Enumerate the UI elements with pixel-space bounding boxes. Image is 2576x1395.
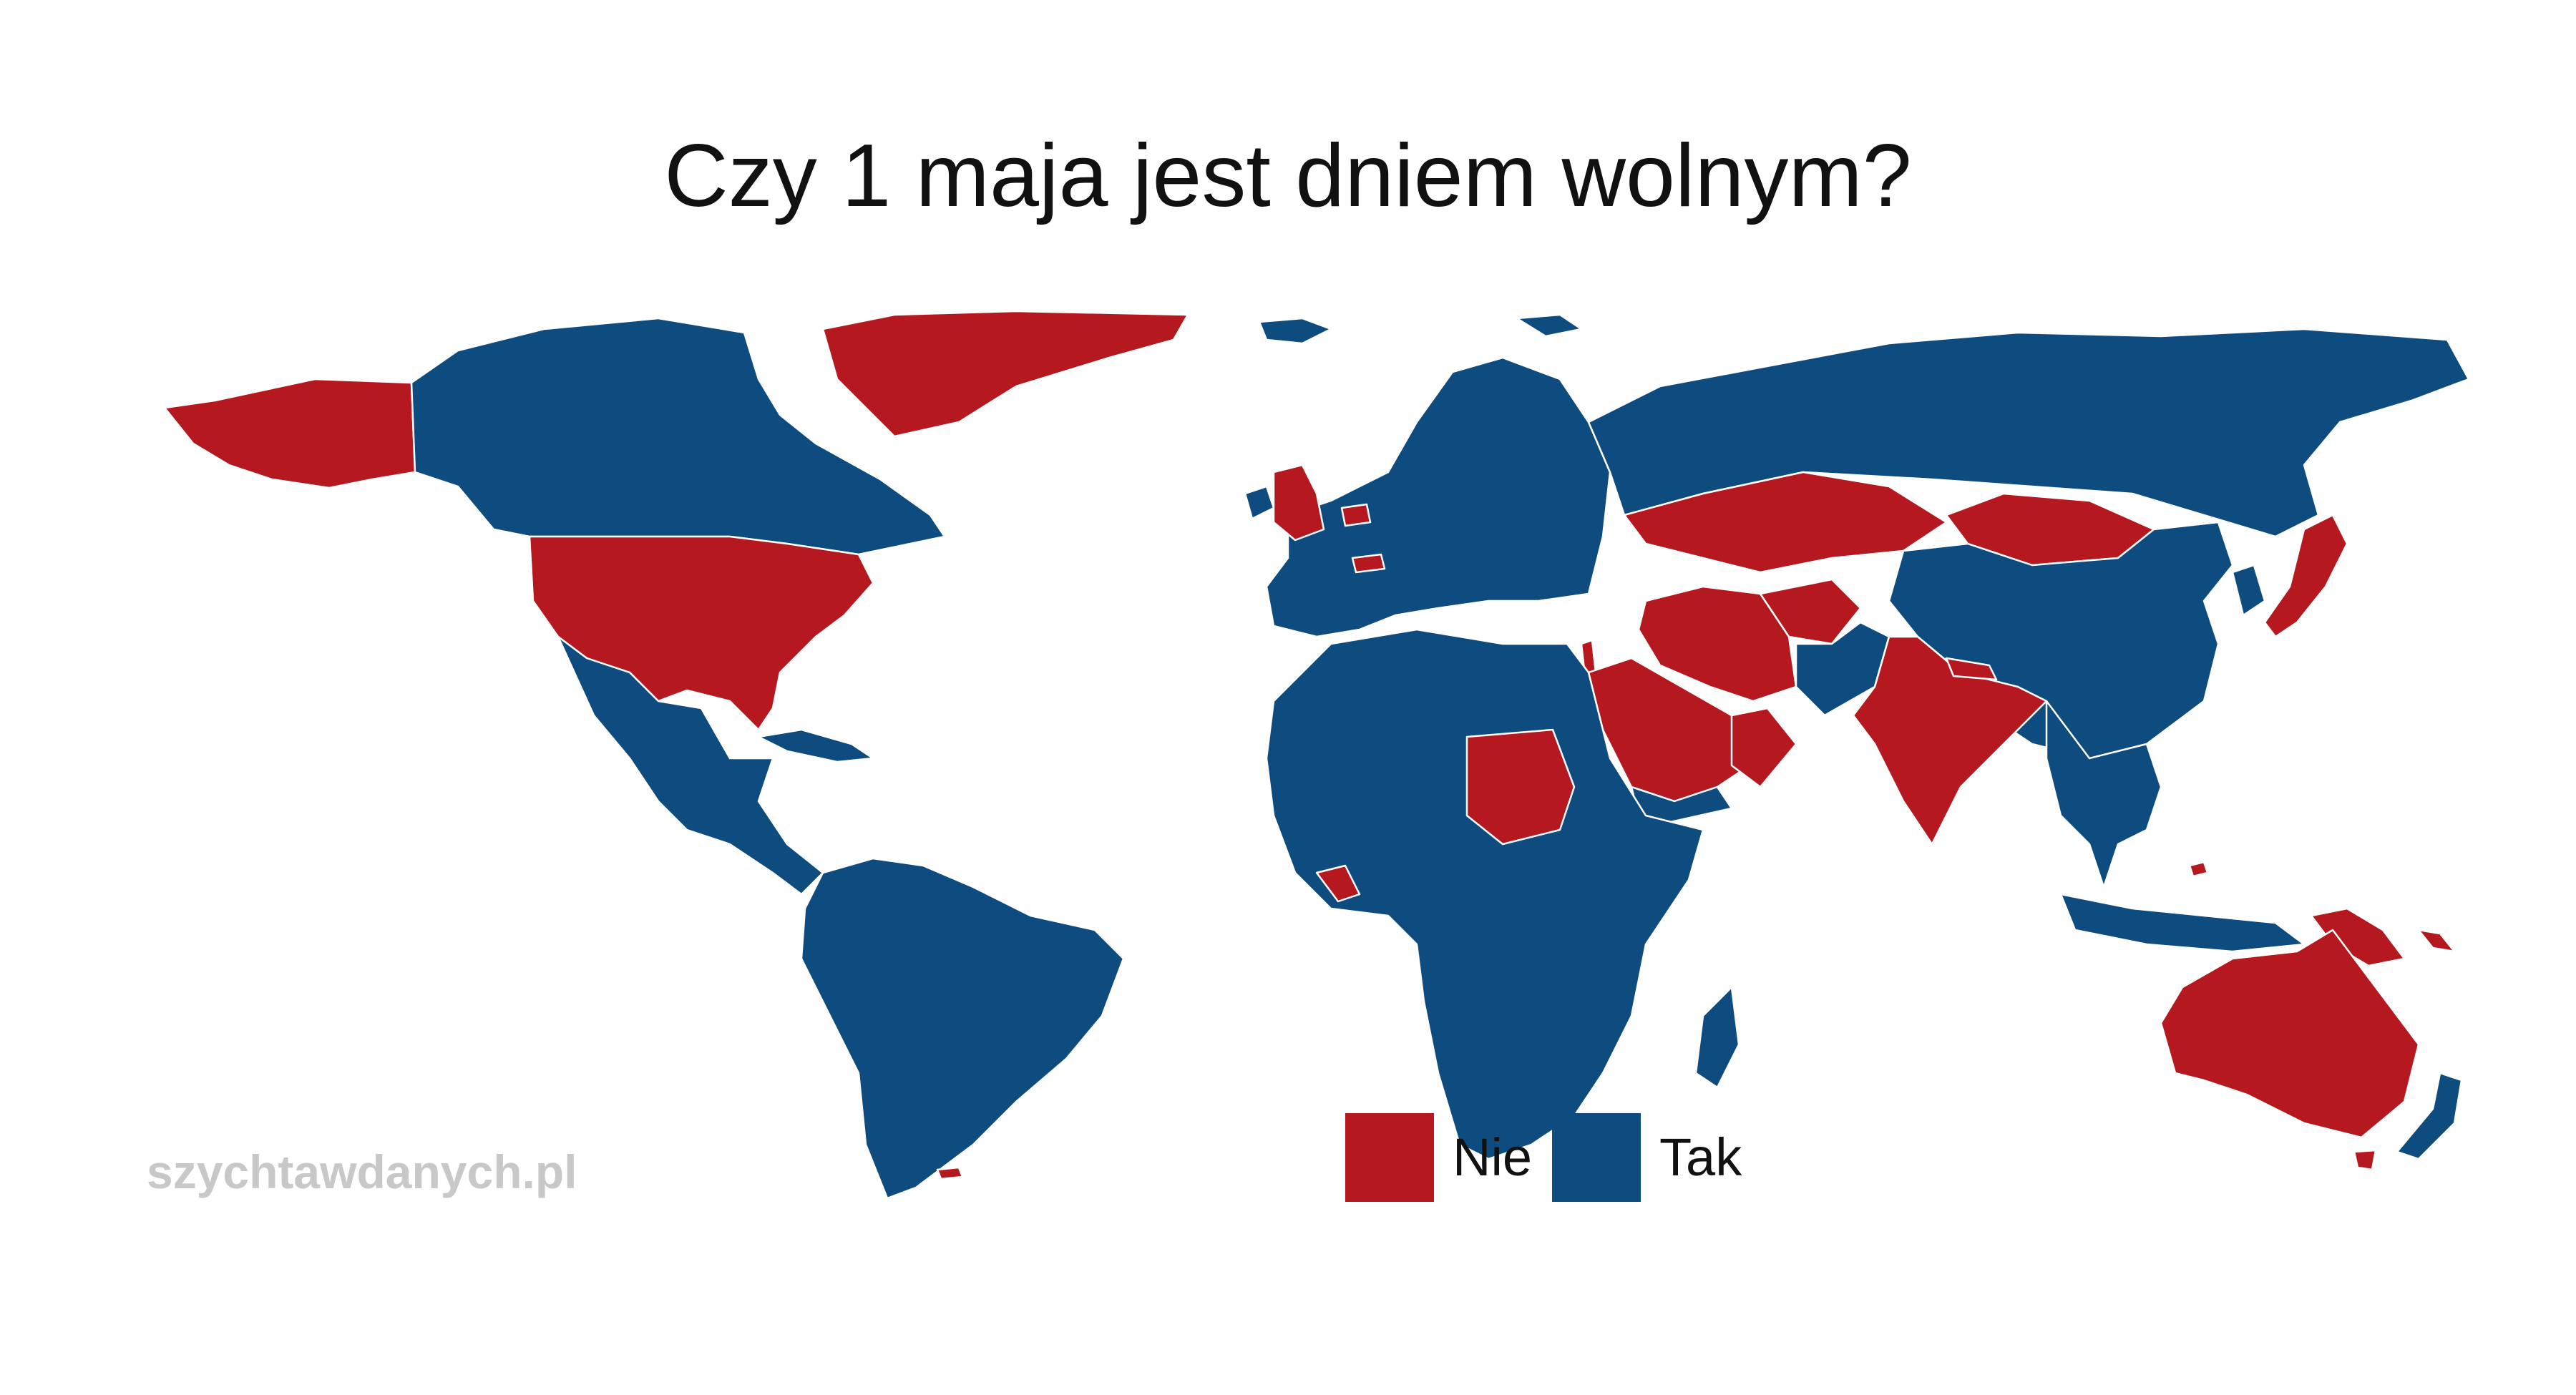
legend-swatch-nie (1345, 1112, 1434, 1202)
region-brunei (2188, 861, 2209, 878)
region-europe (1265, 356, 1611, 638)
region-madagascar (1694, 986, 1740, 1089)
legend-swatch-tak (1552, 1112, 1641, 1202)
region-africa (1265, 628, 1704, 1160)
region-sudan (1465, 728, 1576, 846)
region-iceland (1258, 317, 1332, 345)
region-netherlands (1340, 503, 1372, 527)
region-iran (1637, 585, 1797, 703)
world-map (163, 310, 2469, 1200)
region-ireland (1244, 485, 1275, 520)
region-nepal (1945, 657, 1998, 681)
region-cuba (757, 728, 874, 763)
region-new-zealand (2396, 1072, 2463, 1160)
region-afghanistan (1759, 578, 1862, 645)
region-solomon-islands (2417, 929, 2456, 953)
region-greenland (821, 310, 1189, 438)
map-title: Czy 1 maja jest dniem wolnym? (664, 127, 1912, 225)
region-united-states (528, 535, 874, 731)
region-alaska (163, 378, 416, 489)
region-svalbard (1516, 313, 1583, 338)
region-saudi-arabia (1587, 657, 1762, 803)
region-japan (2263, 514, 2348, 638)
region-mexico-central-america (557, 635, 824, 896)
region-canada (410, 317, 946, 556)
region-tasmania (2353, 1149, 2377, 1171)
legend: Nie Tak (1345, 1112, 1762, 1202)
legend-label-nie: Nie (1453, 1127, 1533, 1187)
region-united-kingdom (1272, 464, 1325, 542)
region-australia (2160, 929, 2420, 1139)
region-korea (2231, 564, 2266, 617)
legend-label-tak: Tak (1659, 1127, 1742, 1187)
region-falkland-islands (936, 1166, 964, 1180)
region-indonesia (2059, 893, 2306, 953)
region-oman (1730, 707, 1797, 788)
region-southeast-asia (2045, 700, 2162, 889)
region-liberia (1315, 864, 1361, 903)
region-india (1852, 635, 2048, 846)
region-switzerland (1351, 553, 1386, 574)
region-south-america (800, 857, 1125, 1200)
watermark: szychtawdanych.pl (147, 1145, 577, 1198)
